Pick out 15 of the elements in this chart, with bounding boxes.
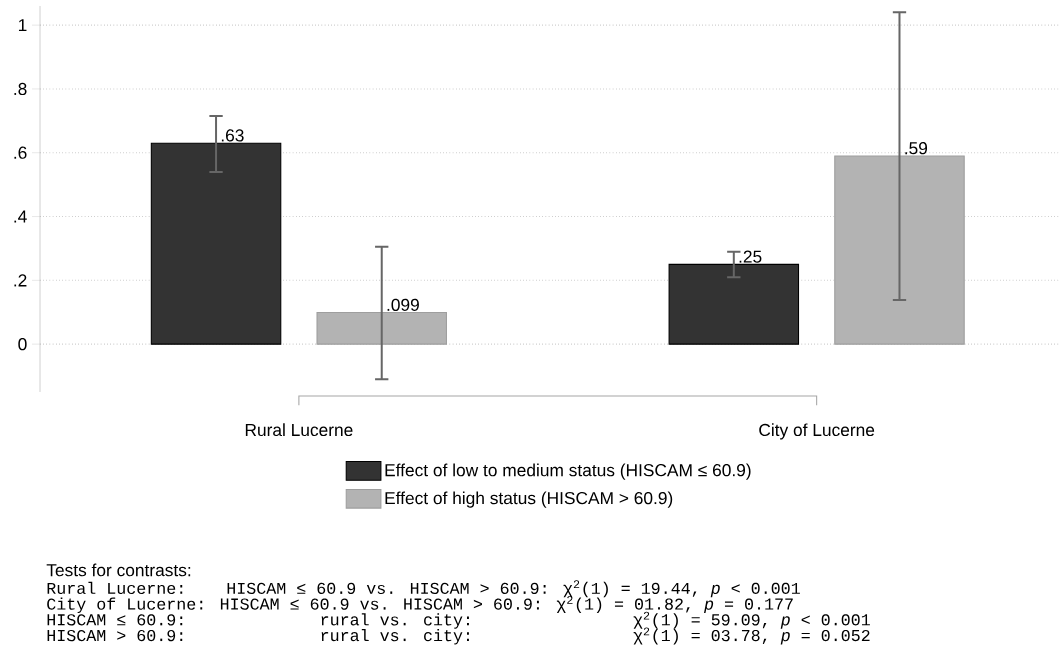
data-label: .63 — [221, 129, 244, 142]
x-tick-label: Rural Lucerne — [245, 423, 353, 437]
data-label: .25 — [739, 250, 762, 263]
legend-label: Effect of low to medium status (HISCAM ≤ 60.9) — [385, 463, 751, 480]
y-tick-label: .4 — [14, 210, 27, 223]
y-tick-label: 1 — [18, 19, 27, 32]
data-label: .59 — [905, 142, 928, 155]
y-tick-label: .6 — [14, 146, 27, 159]
text: Tests for contrasts: — [46, 563, 191, 577]
legend-label: Effect of high status (HISCAM > 60.9) — [385, 491, 673, 508]
y-tick-label: 0 — [18, 338, 27, 351]
y-tick-label: .2 — [14, 274, 27, 287]
x-tick-label: City of Lucerne — [759, 423, 875, 440]
y-tick-label: .8 — [14, 82, 27, 96]
data-label: .099 — [387, 298, 419, 311]
